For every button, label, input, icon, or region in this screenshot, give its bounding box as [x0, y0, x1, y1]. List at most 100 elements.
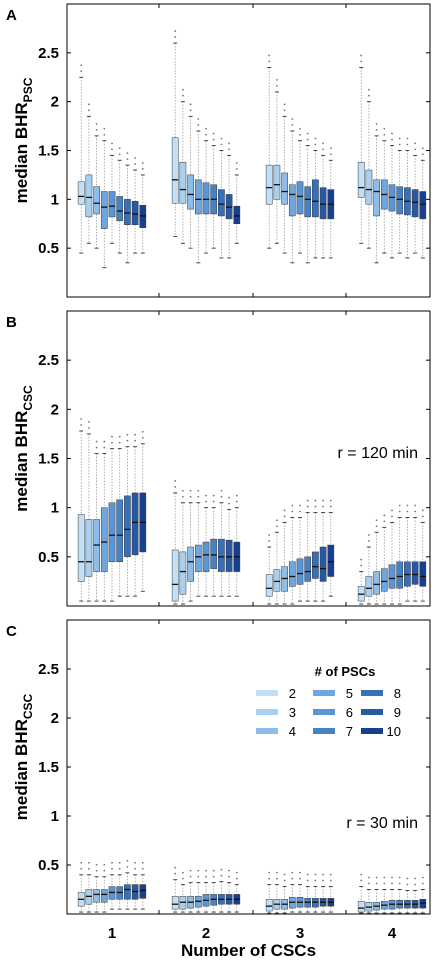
- box: [85, 519, 93, 577]
- outlier-point: [368, 94, 370, 97]
- box-plot-psc-3: [85, 861, 93, 913]
- y-tick-label: 2.5: [38, 661, 59, 678]
- outlier-point: [276, 85, 278, 87]
- outlier-point: [368, 876, 370, 879]
- box-plot-psc-3: [179, 88, 187, 244]
- box-plot-psc-3: [273, 519, 281, 605]
- box-plot-psc-4: [281, 873, 288, 914]
- outlier-point: [141, 861, 144, 864]
- outlier-point: [368, 882, 370, 885]
- outlier-point: [360, 879, 363, 882]
- legend-swatch: [313, 709, 335, 715]
- box-plot-psc-9: [131, 157, 139, 254]
- box-plot-psc-2: [265, 534, 273, 605]
- box-plot-psc-6: [296, 871, 304, 913]
- x-tick-label: 3: [296, 925, 304, 942]
- box-plot-psc-4: [373, 876, 380, 914]
- outlier-point: [111, 441, 113, 444]
- outlier-point: [276, 79, 278, 81]
- outlier-point: [406, 510, 409, 513]
- box-plot-psc-10: [327, 147, 335, 259]
- outlier-point: [228, 148, 231, 151]
- y-tick-label: 1: [51, 191, 59, 208]
- box-plot-psc-4: [281, 103, 288, 254]
- box-plot-psc-8: [312, 499, 319, 602]
- outlier-point: [118, 147, 121, 150]
- box-plot-psc-6: [296, 504, 304, 602]
- outlier-point: [322, 499, 324, 502]
- box: [265, 574, 273, 597]
- outlier-point: [421, 509, 424, 512]
- outlier-point: [276, 877, 278, 880]
- box-plot-psc-10: [139, 861, 147, 910]
- outlier-point: [141, 867, 144, 870]
- box-plot-psc-4: [187, 103, 194, 249]
- box-plot-psc-4: [93, 863, 100, 913]
- box: [93, 889, 100, 903]
- box-plot-psc-8: [124, 152, 131, 264]
- box-plot-psc-8: [124, 433, 131, 597]
- outlier-point: [299, 510, 301, 513]
- box-plot-psc-3: [273, 871, 281, 914]
- outlier-point: [306, 132, 309, 135]
- x-tick-label: 2: [202, 925, 210, 942]
- outlier-point: [212, 138, 215, 141]
- outlier-point: [103, 440, 106, 443]
- box-plot-psc-9: [225, 496, 233, 597]
- box-plot-psc-2: [77, 64, 85, 254]
- box: [327, 544, 335, 577]
- outlier-point: [80, 424, 83, 426]
- outlier-point: [322, 879, 324, 882]
- box: [304, 556, 312, 582]
- box: [288, 184, 296, 217]
- outlier-point: [174, 30, 177, 32]
- box-plot-psc-7: [210, 869, 218, 913]
- box-plot-psc-10: [233, 162, 241, 244]
- outlier-point: [306, 505, 309, 508]
- box-plot-psc-6: [388, 132, 396, 259]
- outlier-point: [391, 509, 393, 512]
- outlier-point: [220, 874, 223, 877]
- outlier-point: [306, 873, 309, 876]
- outlier-point: [212, 875, 215, 878]
- outlier-point: [391, 138, 393, 141]
- box-plot-psc-4: [93, 122, 100, 249]
- outlier-point: [182, 495, 184, 498]
- box: [357, 161, 365, 198]
- outlier-point: [220, 868, 223, 871]
- outlier-point: [391, 132, 393, 135]
- outlier-point: [406, 137, 409, 140]
- outlier-point: [383, 876, 386, 879]
- outlier-point: [299, 133, 301, 136]
- legend-title: # of PSCs: [315, 664, 376, 679]
- box-plot-psc-7: [304, 873, 312, 913]
- box: [131, 492, 139, 556]
- outlier-point: [314, 137, 317, 140]
- outlier-point: [111, 435, 113, 438]
- box: [77, 514, 85, 582]
- outlier-point: [182, 88, 184, 91]
- outlier-point: [299, 877, 301, 880]
- y-tick-label: 2.5: [38, 352, 59, 369]
- outlier-point: [329, 147, 332, 150]
- outlier-point: [134, 433, 137, 436]
- box: [273, 164, 281, 200]
- box-plot-psc-6: [296, 127, 304, 254]
- y-axis-label-main: median BHR: [12, 719, 31, 820]
- box-plot-psc-5: [194, 869, 202, 913]
- outlier-point: [141, 436, 144, 439]
- box-plot-psc-2: [357, 558, 365, 605]
- outlier-point: [406, 877, 409, 880]
- box: [100, 889, 108, 903]
- outlier-point: [322, 505, 324, 508]
- box: [179, 551, 187, 595]
- box-plot-psc-3: [365, 534, 373, 605]
- box: [288, 561, 296, 587]
- outlier-point: [103, 869, 106, 872]
- box-plot-psc-2: [357, 873, 365, 914]
- outlier-point: [111, 867, 113, 870]
- y-axis-label: median BHRPSC: [12, 77, 35, 203]
- outlier-point: [421, 147, 424, 150]
- box: [108, 502, 116, 562]
